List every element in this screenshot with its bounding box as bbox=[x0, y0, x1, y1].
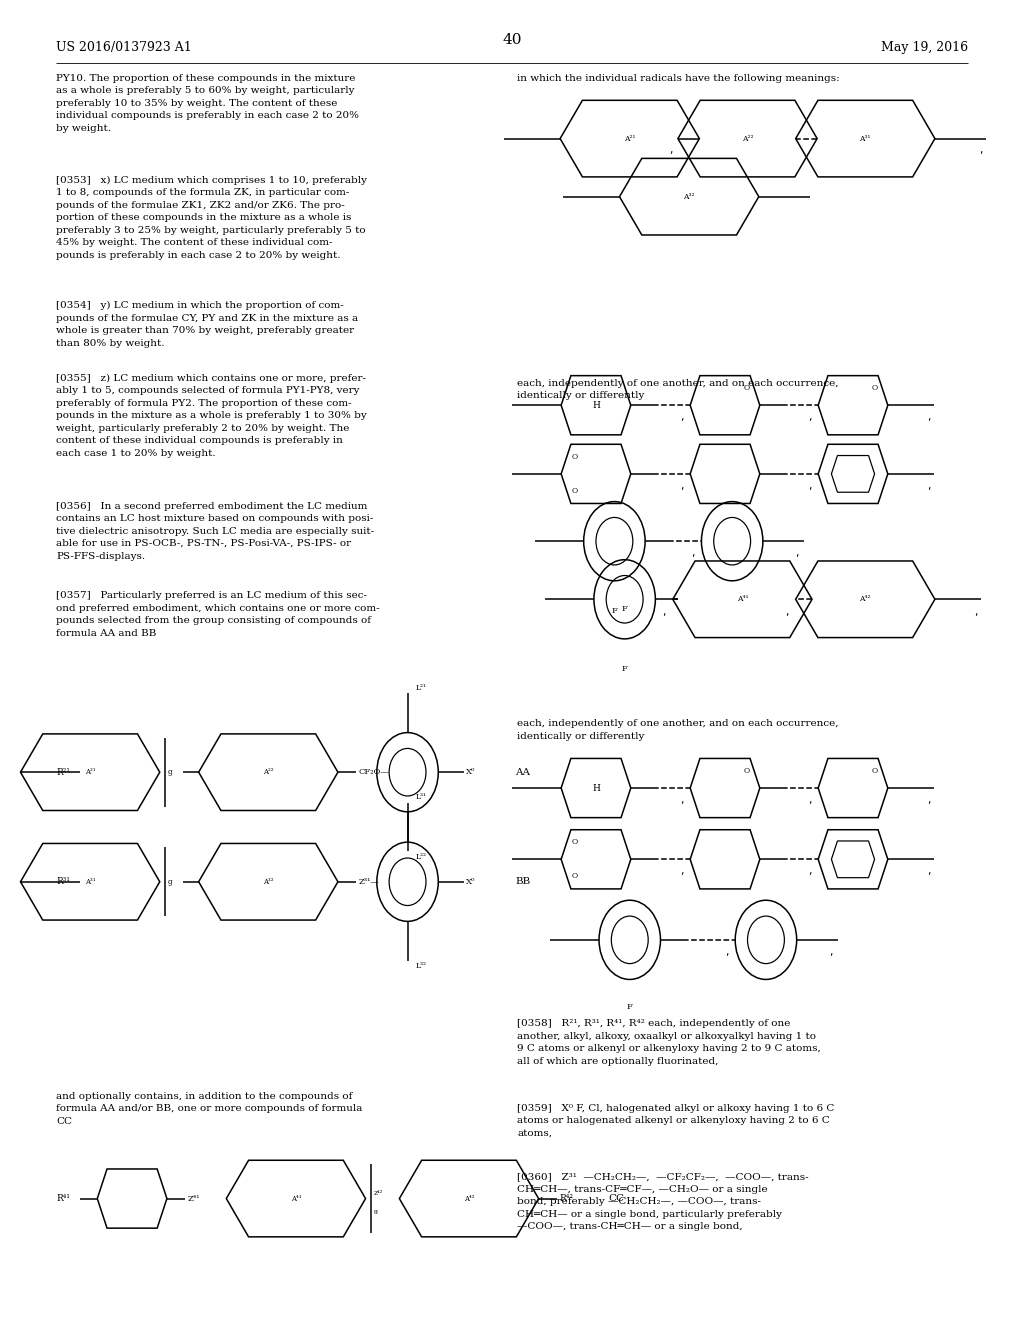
Text: A⁴¹: A⁴¹ bbox=[736, 595, 749, 603]
Text: ,: , bbox=[680, 412, 683, 422]
Text: O: O bbox=[871, 767, 878, 775]
Text: 40: 40 bbox=[502, 33, 522, 46]
Text: ,: , bbox=[796, 548, 799, 558]
Text: O: O bbox=[571, 453, 578, 461]
Text: L²¹: L²¹ bbox=[416, 684, 427, 692]
Text: ,: , bbox=[927, 480, 930, 491]
Text: A⁴¹: A⁴¹ bbox=[291, 1195, 301, 1203]
Text: and optionally contains, in addition to the compounds of
formula AA and/or BB, o: and optionally contains, in addition to … bbox=[56, 1092, 362, 1126]
Text: R³¹: R³¹ bbox=[56, 878, 71, 886]
Text: A³²: A³² bbox=[683, 193, 695, 201]
Text: F: F bbox=[622, 665, 628, 673]
Text: [0354]   y) LC medium in which the proportion of com-
pounds of the formulae CY,: [0354] y) LC medium in which the proport… bbox=[56, 301, 358, 347]
Text: ,: , bbox=[808, 480, 811, 491]
Text: O: O bbox=[871, 384, 878, 392]
Text: Z⁴²: Z⁴² bbox=[374, 1191, 383, 1196]
Text: L²²: L²² bbox=[416, 853, 427, 861]
Text: ,: , bbox=[927, 795, 930, 805]
Text: [0356]   In a second preferred embodiment the LC medium
contains an LC host mixt: [0356] In a second preferred embodiment … bbox=[56, 502, 375, 561]
Text: ,: , bbox=[808, 866, 811, 876]
Text: BB: BB bbox=[515, 878, 530, 886]
Text: R⁴¹: R⁴¹ bbox=[56, 1195, 71, 1203]
Text: ,: , bbox=[680, 866, 683, 876]
Text: O: O bbox=[743, 767, 750, 775]
Text: A⁴²: A⁴² bbox=[859, 595, 871, 603]
Text: ,: , bbox=[808, 412, 811, 422]
Text: [0360]   Z³¹  —CH₂CH₂—,  —CF₂CF₂—,  —COO—, trans-
CH═CH—, trans-CF═CF—, —CH₂O— o: [0360] Z³¹ —CH₂CH₂—, —CF₂CF₂—, —COO—, tr… bbox=[517, 1172, 809, 1232]
Text: A²²: A²² bbox=[741, 135, 754, 143]
Text: A²¹: A²¹ bbox=[624, 135, 636, 143]
Text: O: O bbox=[571, 487, 578, 495]
Text: A⁴²: A⁴² bbox=[464, 1195, 474, 1203]
Text: H: H bbox=[592, 784, 600, 792]
Text: A³²: A³² bbox=[263, 878, 273, 886]
Text: L³¹: L³¹ bbox=[416, 793, 427, 801]
Text: L³²: L³² bbox=[416, 962, 427, 970]
Text: CF₂O—: CF₂O— bbox=[358, 768, 389, 776]
Text: May 19, 2016: May 19, 2016 bbox=[881, 41, 968, 54]
Text: ,: , bbox=[725, 946, 728, 957]
Text: g: g bbox=[168, 878, 172, 886]
Text: g: g bbox=[168, 768, 172, 776]
Text: ,: , bbox=[663, 607, 666, 618]
Text: ,: , bbox=[979, 145, 982, 156]
Text: in which the individual radicals have the following meanings:: in which the individual radicals have th… bbox=[517, 74, 840, 83]
Text: ,: , bbox=[927, 412, 930, 422]
Text: US 2016/0137923 A1: US 2016/0137923 A1 bbox=[56, 41, 193, 54]
Text: O: O bbox=[571, 838, 578, 846]
Text: ,: , bbox=[691, 548, 694, 558]
Text: X⁰: X⁰ bbox=[466, 878, 475, 886]
Text: A³¹: A³¹ bbox=[85, 878, 95, 886]
Text: A²²: A²² bbox=[263, 768, 273, 776]
Text: AA: AA bbox=[515, 768, 530, 776]
Text: A²¹: A²¹ bbox=[85, 768, 95, 776]
Text: ,: , bbox=[785, 607, 788, 618]
Text: [0358]   R²¹, R³¹, R⁴¹, R⁴² each, independently of one
another, alkyl, alkoxy, o: [0358] R²¹, R³¹, R⁴¹, R⁴² each, independ… bbox=[517, 1019, 821, 1065]
Text: R²¹: R²¹ bbox=[56, 768, 71, 776]
Text: each, independently of one another, and on each occurrence,
identically or diffe: each, independently of one another, and … bbox=[517, 379, 839, 400]
Text: each, independently of one another, and on each occurrence,
identically or diffe: each, independently of one another, and … bbox=[517, 719, 839, 741]
Text: g: g bbox=[374, 1209, 378, 1214]
Text: ,: , bbox=[808, 795, 811, 805]
Text: ,: , bbox=[974, 607, 977, 618]
Text: ,: , bbox=[670, 145, 673, 156]
Text: [0359]   X⁰ F, Cl, halogenated alkyl or alkoxy having 1 to 6 C
atoms or halogena: [0359] X⁰ F, Cl, halogenated alkyl or al… bbox=[517, 1104, 835, 1138]
Text: CC: CC bbox=[608, 1195, 625, 1203]
Text: Z³¹—: Z³¹— bbox=[358, 878, 379, 886]
Text: ,: , bbox=[680, 480, 683, 491]
Text: [0353]   x) LC medium which comprises 1 to 10, preferably
1 to 8, compounds of t: [0353] x) LC medium which comprises 1 to… bbox=[56, 176, 368, 260]
Text: ,: , bbox=[927, 866, 930, 876]
Text: ,: , bbox=[680, 795, 683, 805]
Text: O: O bbox=[571, 873, 578, 880]
Text: F: F bbox=[627, 1003, 633, 1011]
Text: A³¹: A³¹ bbox=[859, 135, 871, 143]
Text: [0357]   Particularly preferred is an LC medium of this sec-
ond preferred embod: [0357] Particularly preferred is an LC m… bbox=[56, 591, 380, 638]
Text: H: H bbox=[592, 401, 600, 409]
Text: PY10. The proportion of these compounds in the mixture
as a whole is preferably : PY10. The proportion of these compounds … bbox=[56, 74, 359, 133]
Text: X⁰: X⁰ bbox=[466, 768, 475, 776]
Text: [0355]   z) LC medium which contains one or more, prefer-
ably 1 to 5, compounds: [0355] z) LC medium which contains one o… bbox=[56, 374, 367, 458]
Text: R⁴²: R⁴² bbox=[559, 1195, 573, 1203]
Text: F: F bbox=[622, 605, 628, 612]
Text: Z⁴¹: Z⁴¹ bbox=[187, 1195, 200, 1203]
Text: O: O bbox=[743, 384, 750, 392]
Text: F: F bbox=[611, 607, 617, 615]
Text: ,: , bbox=[829, 946, 833, 957]
